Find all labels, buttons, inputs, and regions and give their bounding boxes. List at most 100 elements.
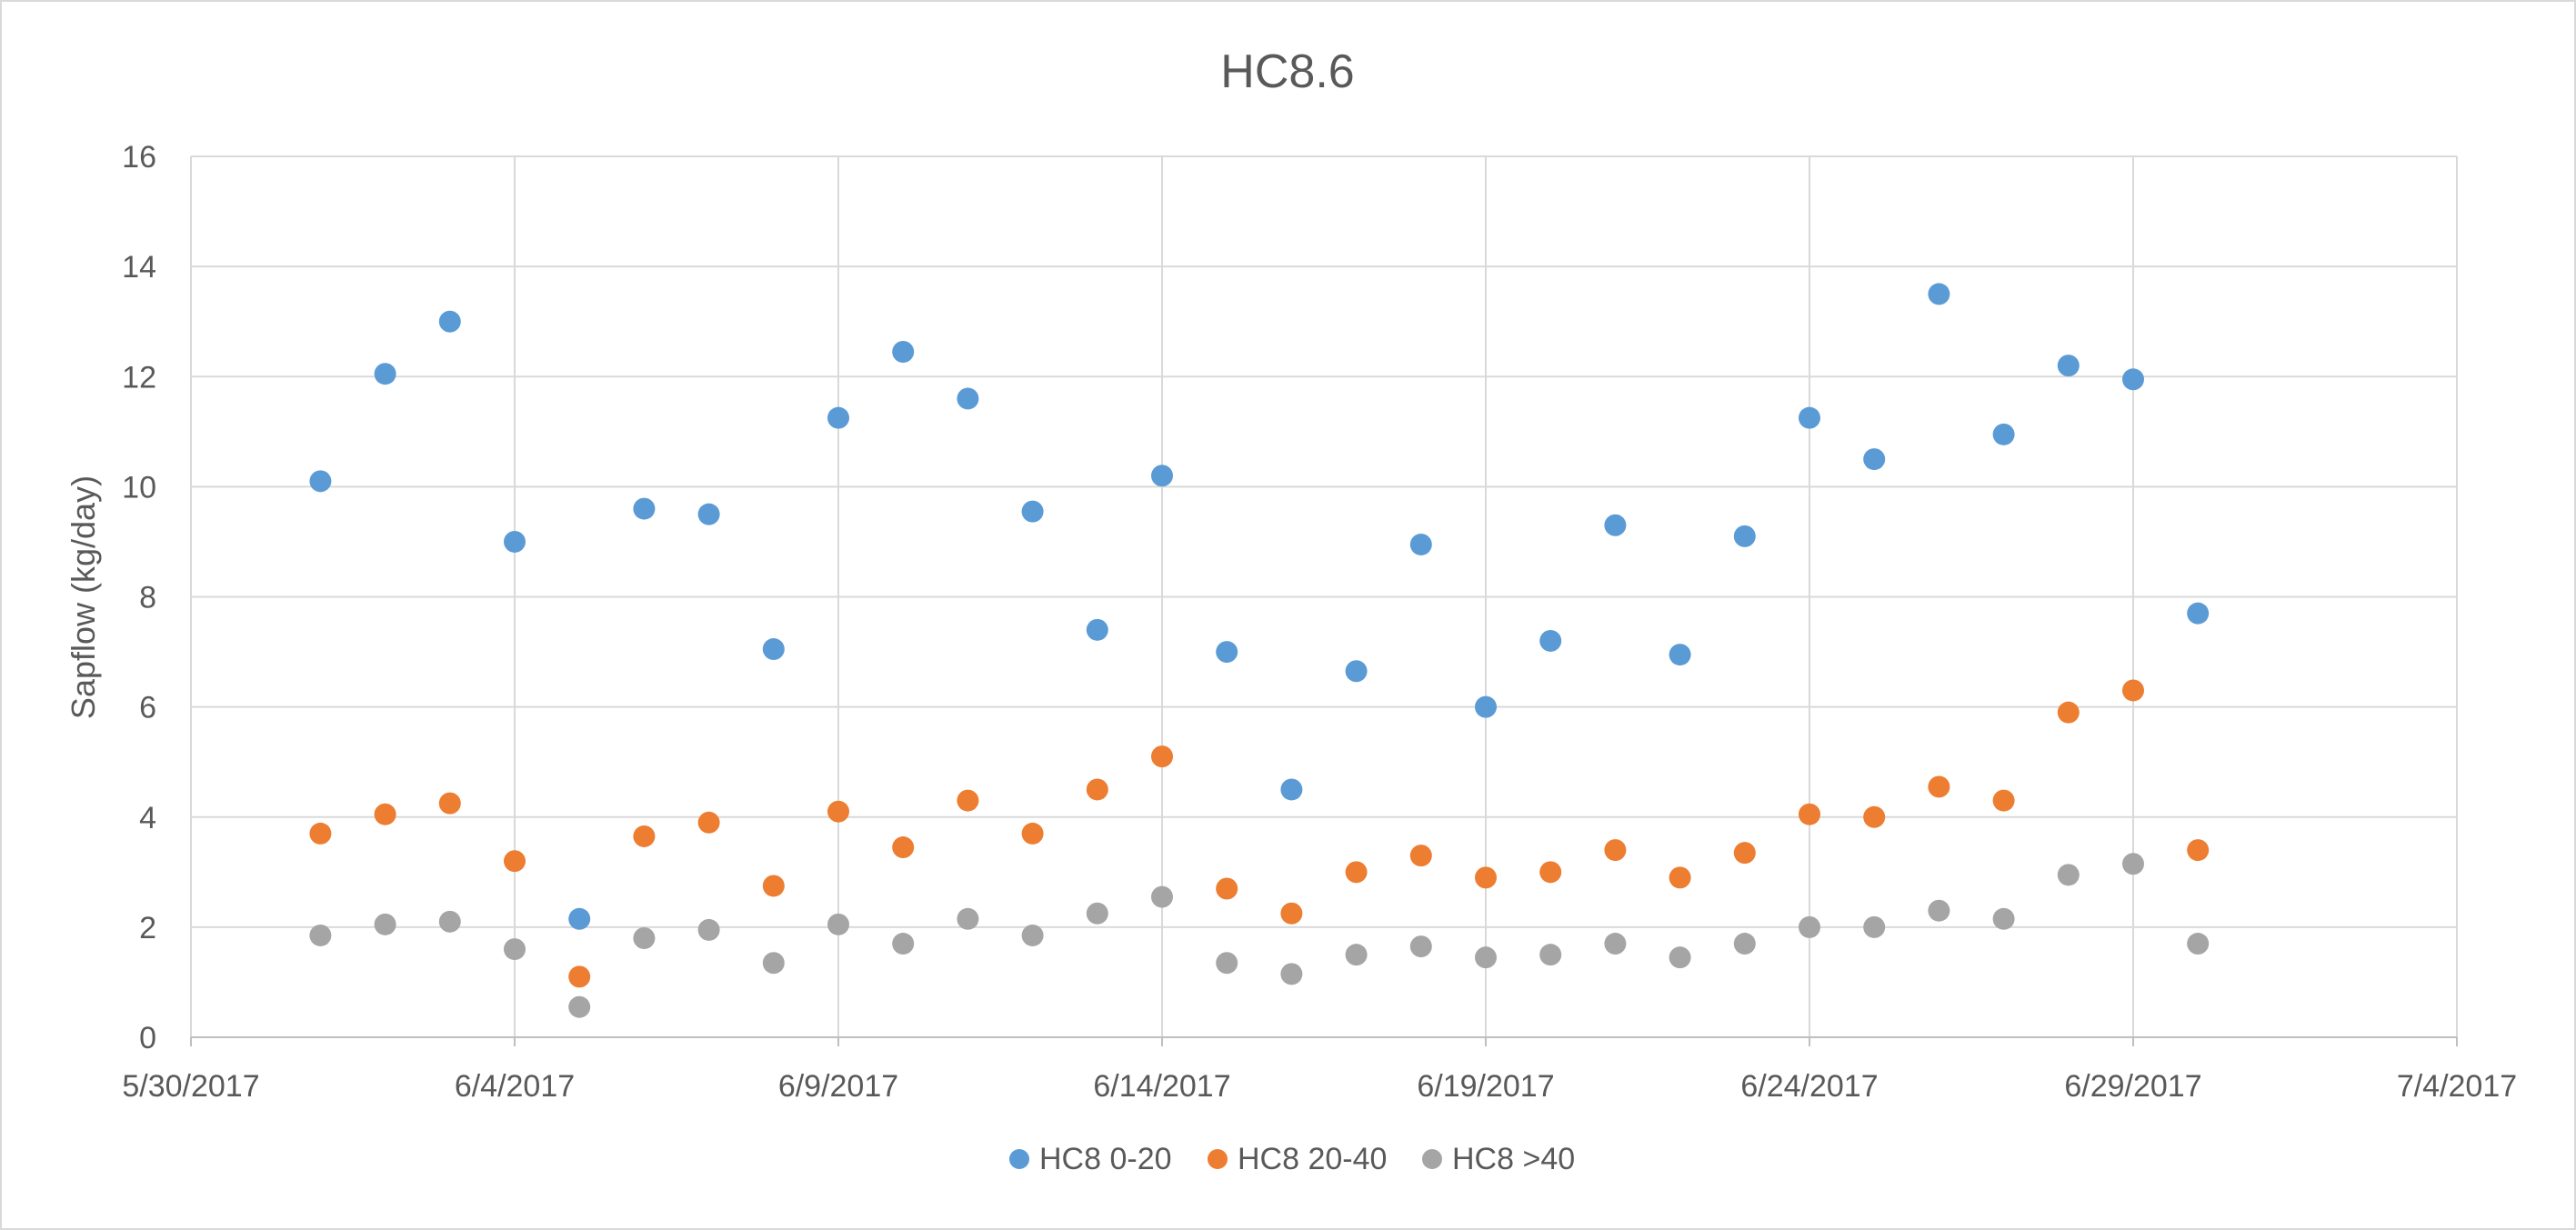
y-tick-label: 10: [122, 470, 156, 505]
data-point: [2187, 839, 2210, 862]
data-point: [1021, 822, 1044, 845]
data-point: [1863, 448, 1886, 471]
data-point: [1604, 839, 1627, 862]
y-tick-label: 12: [122, 360, 156, 395]
data-point: [1539, 944, 1562, 966]
data-point: [1992, 423, 2015, 445]
data-point: [1928, 775, 1950, 798]
y-tick-label: 0: [139, 1021, 156, 1055]
data-point: [1863, 915, 1886, 938]
data-point: [1992, 789, 2015, 812]
data-point: [2122, 853, 2144, 875]
legend-marker: [1422, 1149, 1442, 1169]
gridlines: [190, 155, 2458, 1046]
x-tick-label: 6/9/2017: [778, 1069, 898, 1104]
data-point: [1216, 877, 1238, 900]
data-point: [827, 800, 849, 823]
legend-marker: [1009, 1149, 1029, 1169]
data-point: [1086, 778, 1108, 801]
y-axis-ticks: 0 2 4 6 8 10 12 14 16: [122, 140, 156, 1055]
data-point: [762, 875, 785, 897]
data-point: [438, 792, 461, 815]
data-point: [1475, 866, 1497, 889]
data-points: [309, 283, 2210, 1018]
data-point: [504, 850, 526, 873]
data-point: [1086, 902, 1108, 925]
data-point: [1604, 514, 1627, 536]
data-point: [957, 387, 979, 410]
data-point: [957, 907, 979, 930]
x-tick-label: 6/4/2017: [455, 1069, 575, 1104]
data-point: [1280, 963, 1303, 985]
data-point: [1733, 933, 1756, 955]
x-tick-label: 6/24/2017: [1740, 1069, 1878, 1104]
y-tick-label: 14: [122, 250, 156, 285]
data-point: [1409, 935, 1432, 958]
data-point: [1733, 525, 1756, 547]
y-tick-label: 6: [139, 691, 156, 725]
data-point: [1539, 861, 1562, 884]
data-point: [1409, 533, 1432, 555]
data-point: [827, 406, 849, 429]
data-point: [892, 933, 915, 955]
data-point: [1216, 952, 1238, 975]
legend-label: HC8 >40: [1452, 1142, 1575, 1176]
legend-item: HC8 0-20: [1009, 1142, 1172, 1176]
data-point: [374, 913, 396, 935]
data-point: [1151, 745, 1173, 768]
data-point: [633, 825, 656, 847]
data-point: [1021, 500, 1044, 523]
data-point: [892, 836, 915, 859]
data-point: [1151, 465, 1173, 487]
data-point: [1733, 842, 1756, 865]
data-point: [697, 503, 720, 525]
data-point: [1409, 845, 1432, 867]
x-tick-label: 6/29/2017: [2064, 1069, 2201, 1104]
data-point: [438, 910, 461, 933]
data-point: [1604, 933, 1627, 955]
data-point: [2057, 701, 2080, 724]
data-point: [309, 822, 332, 845]
y-tick-label: 4: [139, 801, 156, 835]
data-point: [1086, 618, 1108, 641]
data-point: [1021, 924, 1044, 946]
data-point: [504, 938, 526, 961]
legend-label: HC8 20-40: [1238, 1142, 1387, 1176]
data-point: [1216, 641, 1238, 664]
data-point: [1669, 946, 1691, 969]
data-point: [1863, 805, 1886, 828]
data-point: [568, 907, 591, 930]
data-point: [1928, 899, 1950, 922]
data-point: [1280, 902, 1303, 925]
data-point: [633, 497, 656, 520]
data-point: [309, 924, 332, 946]
data-point: [568, 965, 591, 988]
data-point: [2187, 602, 2210, 625]
y-tick-label: 2: [139, 911, 156, 945]
x-tick-label: 7/4/2017: [2397, 1069, 2517, 1104]
data-point: [2122, 679, 2144, 702]
data-point: [1669, 866, 1691, 889]
legend-item: HC8 20-40: [1208, 1142, 1387, 1176]
data-point: [438, 310, 461, 333]
data-point: [697, 811, 720, 834]
data-point: [1669, 644, 1691, 666]
legend-marker: [1208, 1149, 1228, 1169]
data-point: [1280, 778, 1303, 801]
data-point: [2057, 355, 2080, 377]
data-point: [1475, 946, 1497, 969]
series-3: [309, 853, 2210, 1018]
data-point: [697, 918, 720, 941]
data-point: [374, 803, 396, 825]
legend-label: HC8 0-20: [1039, 1142, 1172, 1176]
data-point: [1345, 861, 1368, 884]
y-tick-label: 8: [139, 581, 156, 615]
data-point: [827, 913, 849, 935]
data-point: [1799, 406, 1820, 429]
y-axis-title: Sapflow (kg/day): [65, 475, 102, 719]
data-point: [957, 789, 979, 812]
data-point: [374, 363, 396, 385]
data-point: [1539, 629, 1562, 652]
